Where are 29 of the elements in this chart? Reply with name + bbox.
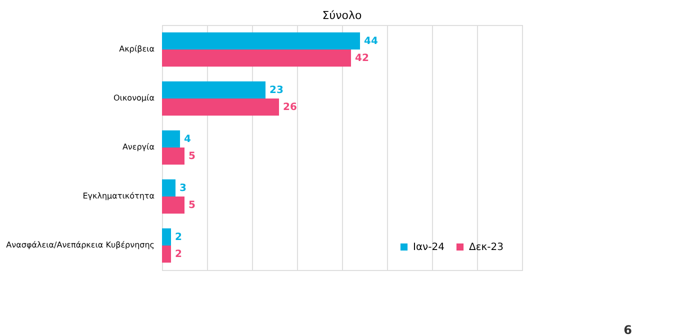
data-label: 26 — [283, 102, 297, 114]
y-tick-label: Εγκληματικότητα — [82, 192, 154, 200]
data-label: 5 — [188, 151, 196, 162]
y-tick-label: Ανεργία — [122, 142, 154, 152]
y-tick-label: Οικονομία — [113, 94, 154, 102]
data-label: 5 — [188, 200, 196, 212]
bar — [162, 148, 184, 165]
bar — [162, 50, 351, 67]
y-tick-label: Ακρίβεια — [119, 44, 154, 54]
bar — [162, 81, 266, 98]
data-label: 42 — [355, 53, 369, 64]
data-label: 2 — [175, 249, 182, 260]
data-label: 44 — [364, 36, 378, 47]
data-label: 2 — [175, 232, 182, 243]
bar — [162, 179, 176, 196]
bar — [162, 228, 171, 246]
chart-title: Σύνολο — [322, 9, 362, 22]
data-label: 23 — [270, 84, 284, 96]
legend-label: Δεκ-23 — [469, 242, 504, 253]
bar — [162, 196, 184, 214]
text: 6 — [624, 323, 632, 336]
data-label: 3 — [180, 182, 186, 194]
bar — [162, 98, 279, 116]
y-tick-label: Ανασφάλεια/Ανεπάρκεια Κυβέρνησης — [6, 240, 154, 250]
bar — [162, 32, 360, 50]
bar — [162, 130, 180, 148]
data-label: 4 — [184, 134, 191, 145]
bar — [162, 246, 171, 263]
legend-label: Ιαν-24 — [413, 242, 444, 253]
